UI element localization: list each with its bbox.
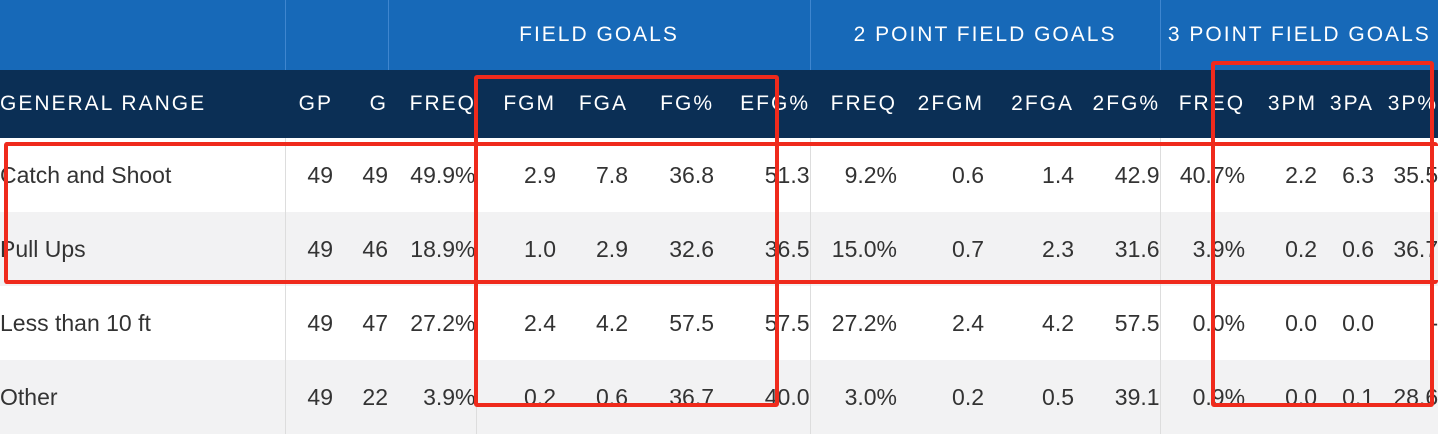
cell-2fgm: 2.4 bbox=[952, 309, 985, 336]
cell-freq: 3.9% bbox=[388, 360, 477, 434]
cell-fgm: 1.0 bbox=[475, 212, 556, 286]
col-header-fg-pct[interactable]: FG% bbox=[628, 70, 714, 138]
cell-fga: 0.6 bbox=[556, 360, 628, 434]
col-header-freq[interactable]: FREQ bbox=[388, 70, 476, 138]
cell-2pt-freq: 15.0% bbox=[809, 212, 898, 286]
table-row: Pull Ups 49 46 18.9% 1.0 2.9 32.6 36.5 15.0% 0.7 2… bbox=[0, 212, 1438, 286]
cell-g: 49 bbox=[362, 161, 388, 188]
table-row: Other 49 22 3.9% 0.2 0.6 36.7 40.0 3.0% 0.2 0.5 39.… bbox=[0, 360, 1438, 434]
cell-3pm: 0.0 bbox=[1245, 360, 1318, 434]
cell-2fga: 2.3 bbox=[984, 212, 1075, 286]
table-row: Less than 10 ft 49 47 27.2% 2.4 4.2 57.5 57.5 27… bbox=[0, 286, 1438, 360]
cell-3pa: 0.0 bbox=[1342, 309, 1375, 336]
cell-2pt-freq: 3.0% bbox=[809, 360, 898, 434]
table-body: Catch and Shoot 49 49 49.9% 2.9 7.8 36.8 51.3 9.… bbox=[0, 138, 1438, 434]
cell-gp: 49 bbox=[284, 286, 333, 360]
group-header-3pt-field-goals: 3 POINT FIELD GOALS bbox=[1159, 0, 1438, 70]
col-header-fga[interactable]: FGA bbox=[556, 70, 628, 138]
cell-fg-pct: 36.7 bbox=[628, 360, 714, 434]
cell-3pa: 0.1 bbox=[1317, 360, 1375, 434]
group-header-2pt-field-goals: 2 POINT FIELD GOALS bbox=[809, 0, 1161, 70]
cell-2pt-freq: 27.2% bbox=[809, 286, 898, 360]
table-row: Catch and Shoot 49 49 49.9% 2.9 7.8 36.8 51.3 9.… bbox=[0, 138, 1438, 212]
cell-2fga: 0.5 bbox=[984, 360, 1075, 434]
cell-3p-pct: 35.5 bbox=[1393, 161, 1438, 188]
cell-2fg-pct: 42.9 bbox=[1074, 138, 1161, 212]
cell-fg-pct: 36.8 bbox=[669, 161, 714, 188]
cell-2fgm: 0.2 bbox=[897, 360, 985, 434]
cell-efg-pct: 51.3 bbox=[714, 138, 811, 212]
column-group-row: FIELD GOALS 2 POINT FIELD GOALS 3 POINT … bbox=[0, 0, 1438, 70]
col-header-fgm[interactable]: FGM bbox=[476, 70, 556, 138]
row-label: Other bbox=[0, 360, 286, 434]
cell-2pt-freq: 9.2% bbox=[809, 138, 898, 212]
cell-3pt-freq: 0.9% bbox=[1159, 360, 1246, 434]
cell-fga: 2.9 bbox=[556, 212, 628, 286]
cell-fgm: 0.2 bbox=[475, 360, 556, 434]
group-header-blank bbox=[284, 0, 388, 70]
col-header-2fg-pct[interactable]: 2FG% bbox=[1074, 70, 1161, 138]
cell-2fg-pct: 39.1 bbox=[1074, 360, 1161, 434]
cell-efg-pct: 40.0 bbox=[714, 360, 811, 434]
cell-3pt-freq: 40.7% bbox=[1159, 138, 1246, 212]
cell-3pa: 6.3 bbox=[1342, 161, 1375, 188]
cell-fga: 4.2 bbox=[596, 309, 628, 336]
column-header-row: GENERAL RANGE GP G FREQ FGM FGA FG% EFG% FREQ 2FG… bbox=[0, 70, 1438, 138]
cell-gp: 49 bbox=[284, 212, 333, 286]
cell-efg-pct: 57.5 bbox=[714, 286, 811, 360]
cell-3p-pct: - bbox=[1430, 309, 1438, 336]
cell-fgm: 2.4 bbox=[475, 286, 556, 360]
cell-3p-pct: 28.6 bbox=[1374, 360, 1438, 434]
col-header-3pa[interactable]: 3PA bbox=[1317, 70, 1375, 138]
cell-2fgm: 0.7 bbox=[897, 212, 985, 286]
cell-freq: 49.9% bbox=[388, 138, 477, 212]
row-label: Less than 10 ft bbox=[0, 286, 286, 360]
col-header-3pt-freq[interactable]: FREQ bbox=[1160, 70, 1246, 138]
cell-gp: 49 bbox=[284, 360, 333, 434]
cell-gp: 49 bbox=[284, 138, 333, 212]
cell-3pm: 0.2 bbox=[1245, 212, 1318, 286]
cell-3pt-freq: 0.0% bbox=[1159, 286, 1246, 360]
col-header-2pt-freq[interactable]: FREQ bbox=[810, 70, 898, 138]
col-header-2fgm[interactable]: 2FGM bbox=[897, 70, 985, 138]
cell-3pa: 0.6 bbox=[1317, 212, 1375, 286]
col-header-gp[interactable]: GP bbox=[285, 70, 333, 138]
cell-g: 47 bbox=[362, 309, 388, 336]
group-header-blank bbox=[0, 0, 285, 70]
cell-freq: 27.2% bbox=[388, 286, 477, 360]
cell-fg-pct: 57.5 bbox=[669, 309, 714, 336]
cell-fgm: 2.9 bbox=[475, 138, 556, 212]
cell-g: 22 bbox=[333, 360, 388, 434]
col-header-general-range[interactable]: GENERAL RANGE bbox=[0, 70, 285, 138]
col-header-efg-pct[interactable]: EFG% bbox=[714, 70, 811, 138]
cell-fga: 7.8 bbox=[596, 161, 628, 188]
cell-g: 46 bbox=[333, 212, 388, 286]
cell-2fga: 1.4 bbox=[1042, 161, 1075, 188]
cell-3pm: 0.0 bbox=[1285, 309, 1318, 336]
cell-2fgm: 0.6 bbox=[952, 161, 985, 188]
cell-efg-pct: 36.5 bbox=[714, 212, 811, 286]
cell-3p-pct: 36.7 bbox=[1374, 212, 1438, 286]
cell-3pm: 2.2 bbox=[1285, 161, 1318, 188]
col-header-3pm[interactable]: 3PM bbox=[1245, 70, 1318, 138]
col-header-g[interactable]: G bbox=[333, 70, 388, 138]
cell-3pt-freq: 3.9% bbox=[1159, 212, 1246, 286]
cell-fg-pct: 32.6 bbox=[628, 212, 714, 286]
group-header-field-goals: FIELD GOALS bbox=[387, 0, 811, 70]
cell-freq: 18.9% bbox=[388, 212, 477, 286]
row-label: Catch and Shoot bbox=[0, 138, 286, 212]
cell-2fga: 4.2 bbox=[1042, 309, 1075, 336]
col-header-2fga[interactable]: 2FGA bbox=[984, 70, 1075, 138]
cell-2fg-pct: 31.6 bbox=[1074, 212, 1161, 286]
col-header-3p-pct[interactable]: 3P% bbox=[1374, 70, 1438, 138]
cell-2fg-pct: 57.5 bbox=[1074, 286, 1161, 360]
row-label: Pull Ups bbox=[0, 212, 286, 286]
